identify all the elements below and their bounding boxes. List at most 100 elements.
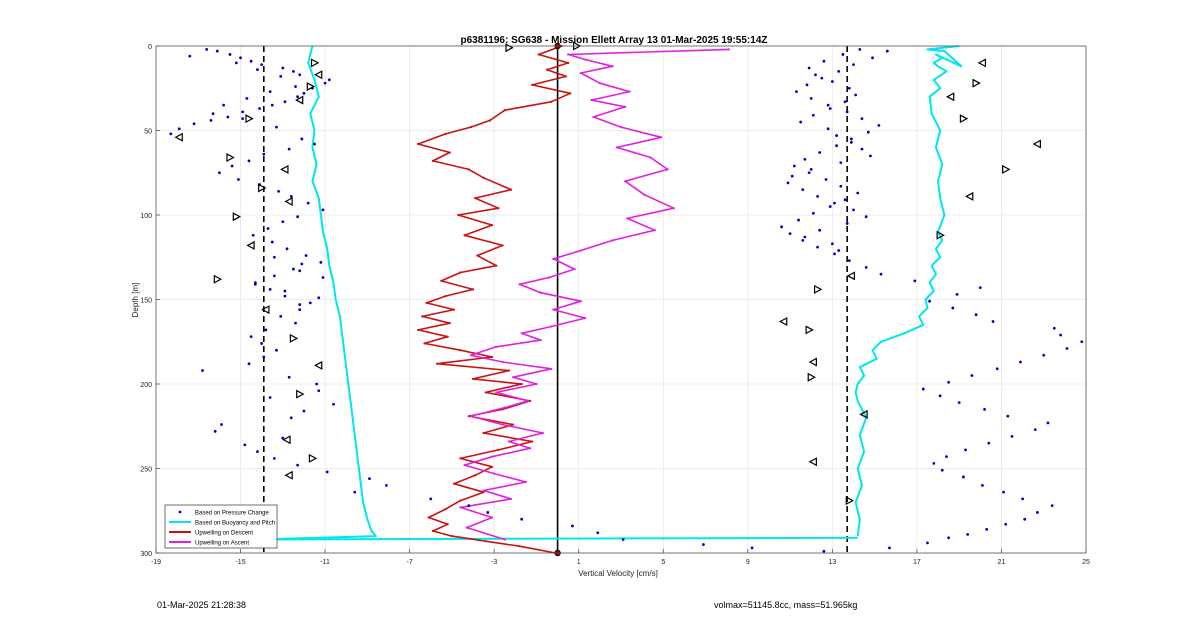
pressure-marker bbox=[845, 496, 855, 506]
pressure-change-point bbox=[962, 475, 965, 479]
pressure-change-point bbox=[253, 282, 257, 286]
y-tick-label: 50 bbox=[144, 129, 152, 136]
pressure-change-point bbox=[283, 294, 287, 298]
ascent-upwelling-point bbox=[579, 71, 582, 75]
footer-timestamp: 01-Mar-2025 21:28:38 bbox=[157, 600, 247, 610]
pressure-change-point bbox=[1010, 434, 1014, 438]
pressure-change-point bbox=[277, 189, 280, 193]
pressure-change-point bbox=[283, 289, 287, 293]
pressure-change-point bbox=[239, 56, 242, 60]
descent-upwelling-point bbox=[425, 301, 428, 304]
pressure-change-point bbox=[296, 95, 300, 99]
pressure-marker bbox=[226, 153, 235, 163]
legend: Based on Pressure Change Based on Buoyanc… bbox=[164, 504, 278, 549]
pressure-change-point bbox=[845, 222, 849, 225]
ascent-upwelling-point bbox=[672, 207, 675, 210]
pressure-marker bbox=[1032, 139, 1041, 149]
pressure-change-point bbox=[272, 456, 276, 460]
descent-upwelling-point bbox=[564, 75, 568, 78]
pressure-change-point bbox=[790, 174, 794, 178]
pressure-change-point bbox=[245, 96, 249, 100]
pressure-change-point bbox=[955, 293, 959, 296]
pressure-change-point bbox=[932, 462, 936, 465]
descent-upwelling-point bbox=[567, 61, 570, 64]
pressure-change-point bbox=[260, 63, 264, 66]
pressure-change-point bbox=[1059, 333, 1063, 337]
pressure-change-point bbox=[1019, 360, 1022, 364]
pressure-change-point bbox=[945, 455, 948, 459]
pressure-change-point bbox=[1006, 414, 1010, 418]
pressure-change-point bbox=[820, 76, 824, 80]
pressure-change-point bbox=[879, 272, 883, 276]
pressure-marker bbox=[964, 191, 974, 201]
ascent-upwelling-point bbox=[495, 345, 498, 348]
x-tick-label: -7 bbox=[407, 559, 413, 566]
pressure-change-point bbox=[818, 151, 822, 154]
pressure-change-point bbox=[833, 252, 836, 256]
ascent-upwelling-point bbox=[535, 382, 538, 386]
legend-swatch-pressure bbox=[178, 510, 182, 514]
legend-box bbox=[164, 504, 278, 549]
y-tick-label: 150 bbox=[140, 298, 152, 305]
descent-upwelling-point bbox=[459, 457, 462, 460]
pressure-change-point bbox=[938, 394, 942, 398]
descent-upwelling-point bbox=[457, 213, 460, 217]
pressure-change-point bbox=[788, 232, 792, 235]
pressure-change-point bbox=[215, 49, 219, 53]
pressure-change-point bbox=[289, 416, 293, 420]
pressure-marker bbox=[808, 457, 817, 467]
pressure-change-point bbox=[270, 240, 274, 244]
pressure-change-point bbox=[264, 328, 268, 332]
pressure-change-point bbox=[228, 53, 232, 56]
ascent-upwelling-point bbox=[611, 239, 614, 242]
pressure-change-point bbox=[1021, 497, 1024, 501]
pressure-change-point bbox=[296, 215, 300, 219]
pressure-change-point bbox=[835, 144, 838, 148]
pressure-change-point bbox=[826, 103, 830, 107]
pressure-change-point bbox=[249, 335, 253, 339]
pressure-change-point bbox=[940, 468, 944, 472]
pressure-change-point bbox=[327, 78, 331, 82]
pressure-change-point bbox=[192, 122, 196, 126]
descent-upwelling-point bbox=[421, 315, 424, 318]
buoyancy-line-bottom bbox=[257, 536, 858, 541]
descent-upwelling-point bbox=[545, 68, 549, 71]
ascent-upwelling-point bbox=[598, 82, 601, 85]
pressure-marker bbox=[294, 95, 304, 105]
pressure-change-point bbox=[947, 380, 951, 384]
pressure-change-point bbox=[860, 117, 864, 121]
ascent-upwelling-line bbox=[459, 48, 729, 541]
pressure-change-point bbox=[1035, 511, 1039, 514]
ascent-upwelling-point bbox=[666, 168, 669, 171]
pressure-change-point bbox=[317, 296, 321, 300]
pressure-change-point bbox=[816, 195, 819, 198]
pressure-change-point bbox=[995, 367, 999, 371]
pressure-change-point bbox=[869, 154, 872, 158]
ascent-upwelling-point bbox=[653, 229, 656, 232]
pressure-change-point bbox=[256, 450, 259, 453]
descent-upwelling-point bbox=[463, 234, 466, 237]
pressure-change-point bbox=[237, 178, 240, 181]
pressure-change-point bbox=[830, 80, 834, 83]
reference-lines bbox=[262, 46, 848, 553]
pressure-marker bbox=[959, 114, 969, 124]
pressure-change-point bbox=[801, 238, 805, 242]
descent-upwelling-point bbox=[423, 342, 426, 345]
x-tick-label: 9 bbox=[746, 559, 750, 566]
descent-upwelling-point bbox=[459, 271, 462, 274]
pressure-change-point bbox=[1042, 353, 1046, 357]
descent-upwelling-point bbox=[484, 540, 487, 543]
ascent-upwelling-point bbox=[583, 316, 587, 320]
ascent-upwelling-point bbox=[490, 516, 494, 519]
ascent-upwelling-point bbox=[493, 472, 496, 475]
pressure-change-point bbox=[828, 205, 832, 208]
ascent-upwelling-point bbox=[579, 249, 582, 252]
pressure-change-point bbox=[230, 164, 234, 168]
pressure-marker bbox=[308, 453, 318, 463]
pressure-change-point bbox=[570, 524, 574, 528]
pressure-change-point bbox=[803, 157, 807, 161]
ascent-upwelling-point bbox=[615, 146, 618, 149]
pressure-change-point bbox=[811, 211, 815, 215]
descent-upwelling-point bbox=[446, 335, 449, 338]
pressure-change-point bbox=[218, 171, 221, 175]
